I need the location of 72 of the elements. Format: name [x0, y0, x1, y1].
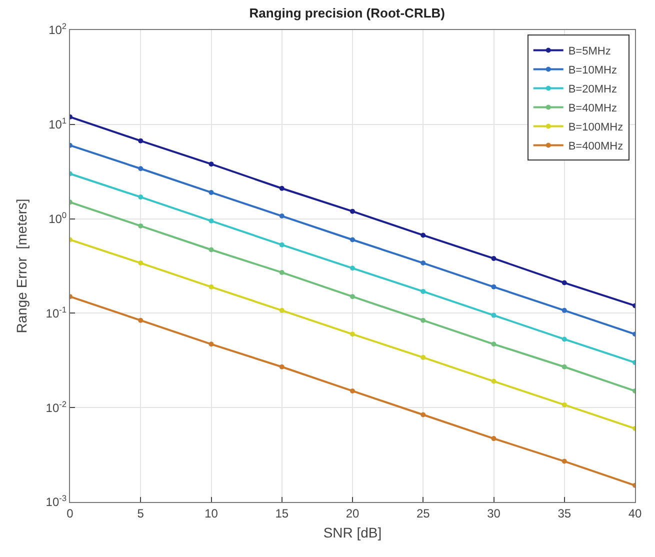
- x-tick-label: 10: [204, 506, 218, 520]
- x-tick-label: 25: [416, 506, 430, 520]
- y-tick-label: 10$^{-3}$: [46, 493, 67, 510]
- point: [491, 378, 496, 384]
- point: [350, 208, 355, 214]
- point: [562, 364, 567, 370]
- y-tick-label: 10$^{1}$: [48, 116, 67, 132]
- x-tick-label: 0: [66, 506, 74, 520]
- x-tick-label: 15: [275, 506, 289, 520]
- legend-label: B=20MHz: [568, 84, 617, 96]
- point: [138, 166, 144, 172]
- line-series: [70, 142, 635, 337]
- legend-label: B=100MHz: [568, 122, 624, 134]
- point: [350, 237, 355, 242]
- point: [279, 364, 284, 370]
- point: [350, 266, 355, 271]
- point: [420, 354, 426, 360]
- point: [208, 247, 214, 252]
- x-tick-label: 5: [137, 506, 144, 520]
- point: [138, 223, 144, 228]
- y-axis-title: Range Error [meters]: [13, 198, 30, 334]
- point: [420, 412, 426, 418]
- point: [208, 342, 214, 347]
- point: [279, 214, 284, 219]
- y-tick-label: 10$^{-2}$: [46, 398, 67, 415]
- point: [491, 436, 496, 442]
- point: [420, 232, 426, 238]
- point: [138, 260, 144, 266]
- x-axis-title: SNR [dB]: [323, 524, 382, 541]
- legend-label: B=40MHz: [568, 102, 617, 115]
- line-series: [70, 294, 635, 488]
- point: [562, 458, 567, 464]
- point: [562, 336, 567, 342]
- line-series: [70, 200, 635, 394]
- point: [420, 260, 426, 266]
- point: [491, 312, 496, 318]
- point: [279, 242, 284, 248]
- legend-label: B=400MHz: [568, 140, 624, 153]
- line-series: [70, 114, 635, 308]
- point: [491, 342, 496, 347]
- point: [420, 318, 426, 323]
- point: [491, 284, 496, 290]
- y-tick-label: 10$^{0}$: [48, 210, 67, 226]
- x-tick-label: 20: [346, 506, 360, 520]
- legend-label: B=5MHz: [568, 46, 611, 58]
- point: [562, 308, 567, 313]
- point: [562, 402, 567, 408]
- point: [350, 294, 355, 300]
- line-series: [70, 171, 635, 366]
- y-tick-label: 10$^{-1}$: [46, 304, 67, 320]
- y-tick-label: 10$^{2}$: [48, 21, 67, 38]
- point: [138, 318, 144, 323]
- point: [208, 162, 214, 167]
- point: [562, 280, 567, 286]
- point: [208, 284, 214, 290]
- point: [350, 332, 355, 337]
- point: [491, 256, 496, 261]
- x-tick-label: 30: [487, 506, 501, 520]
- point: [138, 194, 144, 200]
- chart-title: Ranging precision (Root-CRLB): [249, 5, 446, 20]
- line-series: [70, 237, 635, 432]
- point: [279, 270, 284, 275]
- point: [420, 288, 426, 294]
- point: [279, 308, 284, 313]
- point: [208, 218, 214, 224]
- point: [279, 186, 284, 191]
- point: [350, 388, 355, 394]
- point: [138, 138, 144, 144]
- legend-label: B=10MHz: [568, 64, 617, 77]
- point: [208, 190, 214, 195]
- x-tick-label: 40: [628, 506, 642, 520]
- x-tick-label: 35: [558, 506, 572, 520]
